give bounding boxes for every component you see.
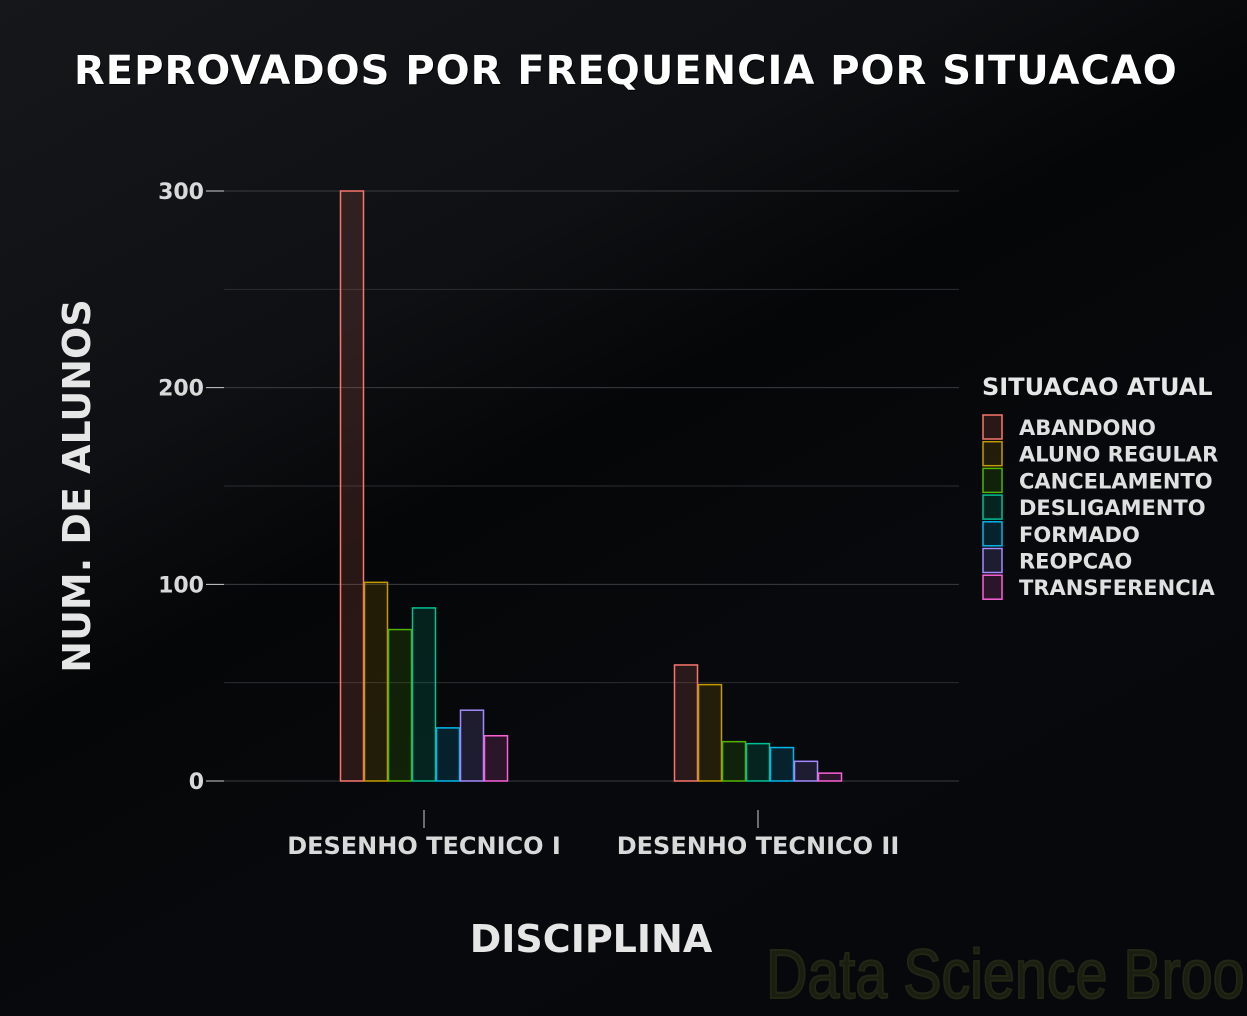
- bar-cancelamento: [721, 740, 747, 782]
- legend-label: TRANSFERENCIA: [1019, 576, 1215, 600]
- bar-reopcao: [459, 709, 485, 782]
- x-axis-label: DISCIPLINA: [470, 917, 713, 961]
- bar-abandono: [339, 190, 365, 782]
- legend-key-aluno-regular: [982, 440, 1003, 467]
- x-tick-label: DESENHO TECNICO I: [287, 832, 561, 860]
- legend-label: ABANDONO: [1019, 416, 1156, 440]
- legend-label: FORMADO: [1019, 523, 1140, 547]
- bar-aluno-regular: [697, 683, 723, 782]
- bar-desligamento: [745, 742, 771, 782]
- bar-reopcao: [793, 760, 819, 782]
- legend-key-cancelamento: [982, 467, 1003, 494]
- bar-aluno-regular: [363, 581, 389, 782]
- legend-label: REOPCAO: [1019, 550, 1132, 574]
- legend-key-abandono: [982, 414, 1003, 440]
- y-axis-label: NUM. DE ALUNOS: [55, 299, 99, 672]
- legend-label: DESLIGAMENTO: [1019, 496, 1206, 520]
- y-tick-label: 200: [158, 377, 204, 402]
- bar-transferencia: [817, 772, 843, 782]
- legend-title: SITUACAO ATUAL: [982, 373, 1213, 401]
- bar-desligamento: [411, 607, 437, 782]
- legend-label: ALUNO REGULAR: [1019, 443, 1218, 467]
- y-axis: 0 100 200 300: [158, 180, 224, 795]
- bar-formado: [769, 746, 795, 782]
- x-axis: DESENHO TECNICO I DESENHO TECNICO II: [287, 810, 899, 860]
- legend: SITUACAO ATUAL ABANDONO ALUNO REGULARCANC…: [982, 373, 1218, 600]
- grid-lines: [224, 190, 959, 782]
- legend-key-reopcao: [982, 547, 1003, 574]
- bar-cancelamento: [387, 628, 413, 782]
- bar-transferencia: [483, 735, 509, 782]
- bar-abandono: [673, 664, 699, 782]
- legend-key-transferencia: [982, 574, 1003, 600]
- x-tick-label: DESENHO TECNICO II: [617, 832, 900, 860]
- bar-formado: [435, 727, 461, 782]
- y-tick-label: 100: [158, 573, 204, 598]
- bars: [339, 190, 843, 782]
- y-tick-label: 300: [158, 180, 204, 205]
- y-tick-label: 0: [189, 770, 204, 795]
- watermark: Data Science Broon: [765, 934, 1247, 1014]
- legend-key-formado: [982, 521, 1003, 547]
- chart-title: REPROVADOS POR FREQUENCIA POR SITUACAO: [74, 48, 1178, 94]
- legend-label: CANCELAMENTO: [1019, 469, 1213, 493]
- legend-key-desligamento: [982, 494, 1003, 520]
